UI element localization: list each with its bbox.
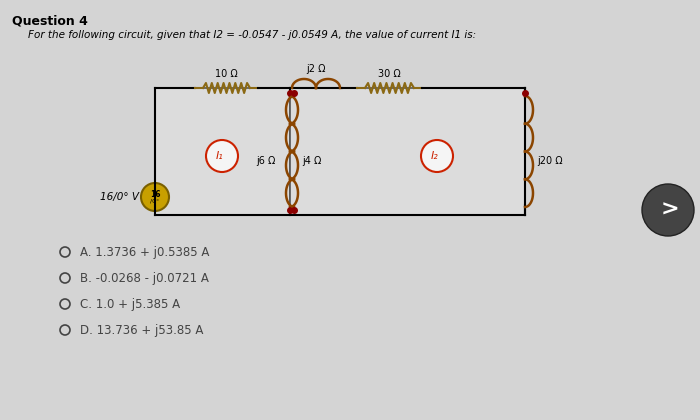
Text: j20 Ω: j20 Ω: [537, 156, 563, 166]
Text: C. 1.0 + j5.385 A: C. 1.0 + j5.385 A: [80, 297, 180, 310]
Text: j6 Ω: j6 Ω: [256, 156, 275, 166]
Bar: [155, 88, 290, 215]
Text: j2 Ω: j2 Ω: [307, 64, 326, 74]
Text: B. -0.0268 - j0.0721 A: B. -0.0268 - j0.0721 A: [80, 271, 209, 284]
Text: j4 Ω: j4 Ω: [302, 156, 321, 166]
Text: 16: 16: [150, 189, 160, 199]
Circle shape: [642, 184, 694, 236]
Text: A. 1.3736 + j0.5385 A: A. 1.3736 + j0.5385 A: [80, 246, 209, 258]
Text: I₂: I₂: [431, 151, 439, 161]
Text: Question 4: Question 4: [12, 14, 88, 27]
Text: D. 13.736 + j53.85 A: D. 13.736 + j53.85 A: [80, 323, 204, 336]
Text: >: >: [661, 200, 679, 220]
Text: 10 Ω: 10 Ω: [215, 69, 237, 79]
Circle shape: [421, 140, 453, 172]
Text: For the following circuit, given that I2 = -0.0547 - j0.0549 A, the value of cur: For the following circuit, given that I2…: [28, 30, 476, 40]
Circle shape: [141, 183, 169, 211]
Bar: [290, 88, 525, 215]
Text: /0°: /0°: [150, 199, 160, 204]
Text: I₁: I₁: [216, 151, 224, 161]
Circle shape: [206, 140, 238, 172]
Text: 30 Ω: 30 Ω: [377, 69, 400, 79]
Text: 16/0° V: 16/0° V: [100, 192, 139, 202]
